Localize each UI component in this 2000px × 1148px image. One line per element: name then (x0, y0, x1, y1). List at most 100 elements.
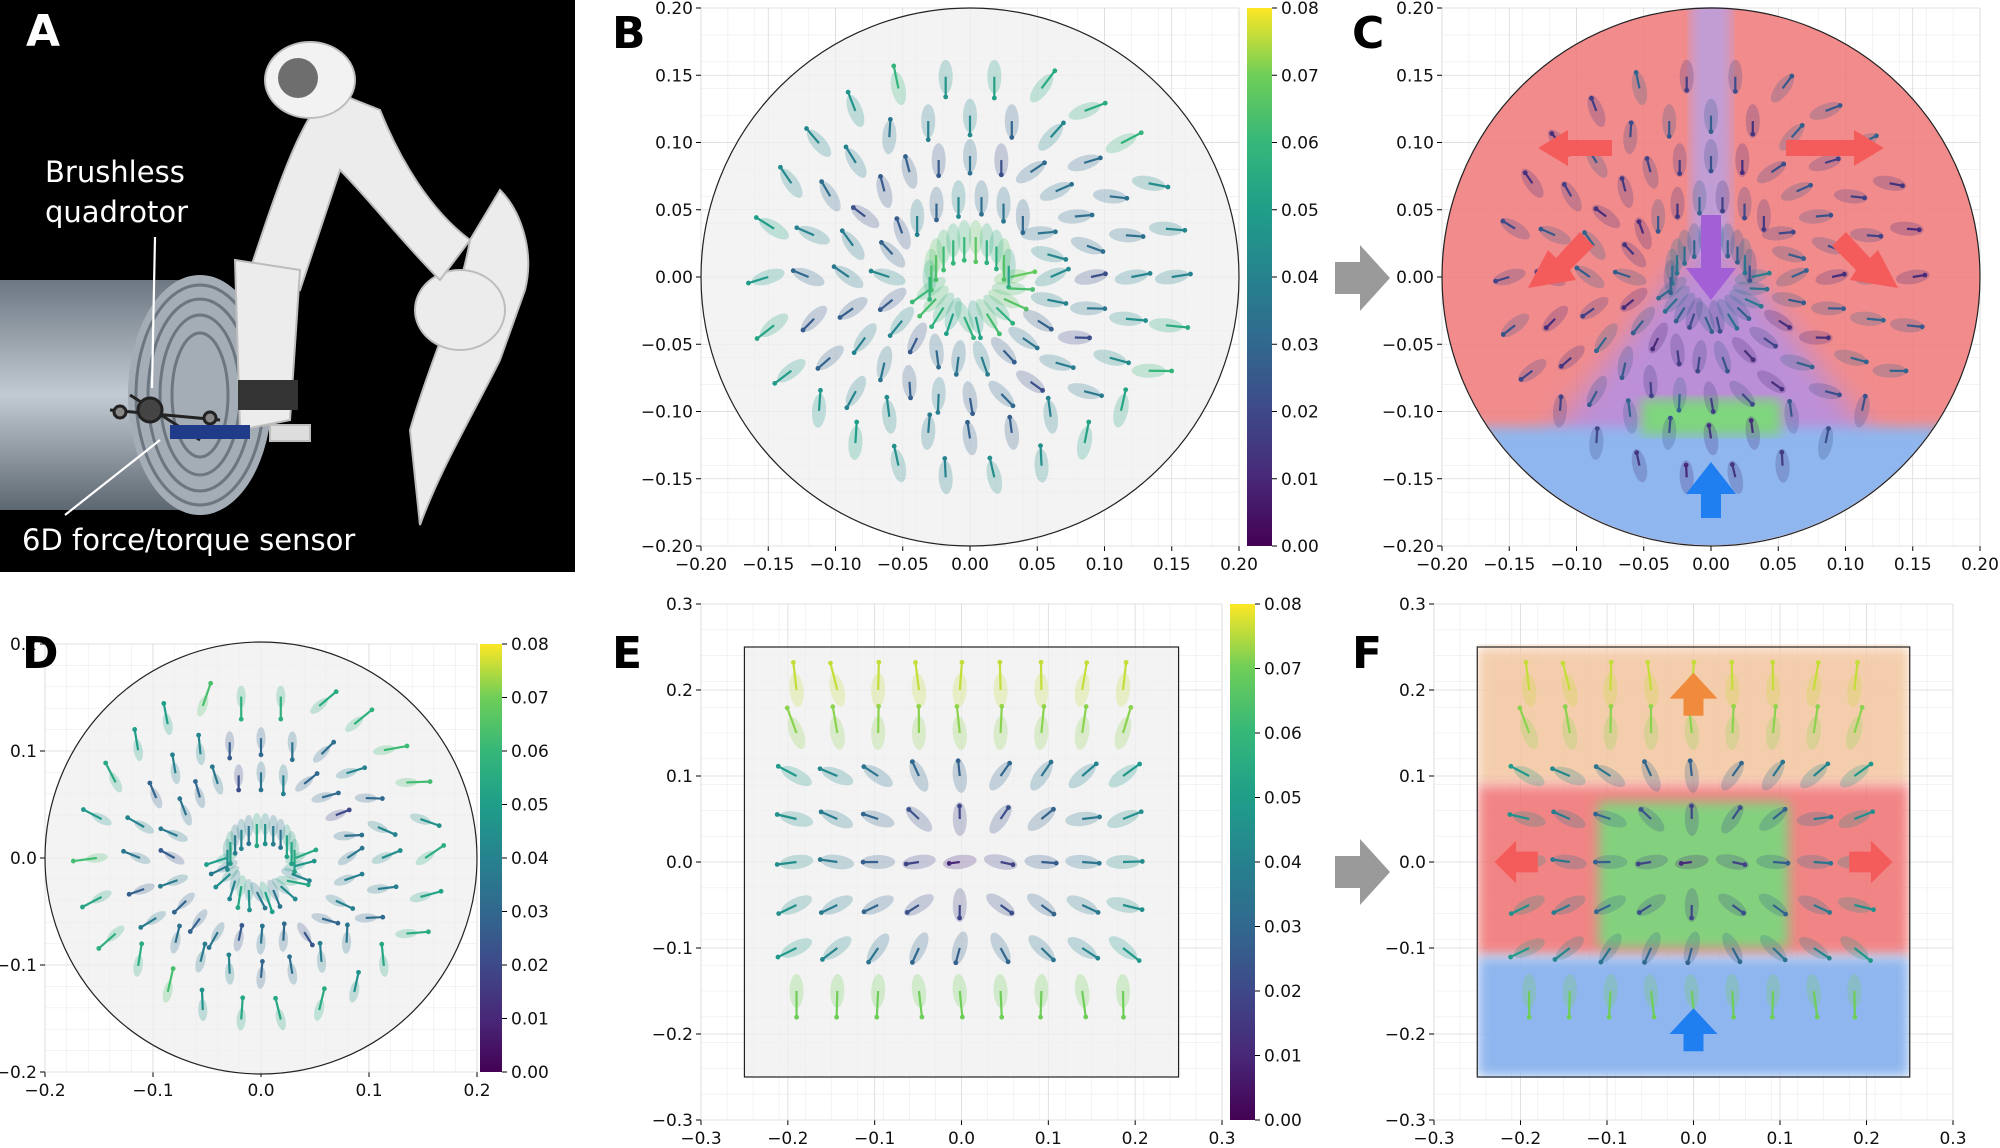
force-arrowhead (1612, 269, 1618, 275)
x-tick-label: 0.3 (1939, 1129, 1966, 1148)
force-arrowhead (860, 859, 866, 865)
force-arrowhead (170, 966, 176, 972)
x-tick-label: −0.2 (24, 1081, 65, 1101)
force-arrow (867, 947, 880, 963)
pipe-illustration (0, 275, 272, 515)
force-arrowhead (1042, 160, 1047, 166)
force-arrowhead (1023, 306, 1029, 312)
force-arrow (1772, 761, 1784, 777)
force-arrowhead (916, 703, 922, 709)
force-arrowhead (356, 969, 361, 975)
force-arrow (1008, 417, 1013, 434)
x-tick-label: −0.05 (1618, 555, 1670, 575)
force-arrow (148, 782, 158, 799)
force-arrowhead (1086, 419, 1092, 425)
force-arrow (945, 313, 955, 335)
force-arrow (1055, 361, 1074, 369)
force-arrowhead (845, 89, 851, 95)
force-arrowhead (946, 861, 952, 866)
colorbar-tick-label: 0.06 (1264, 724, 1302, 744)
force-arrowhead (1645, 660, 1651, 665)
force-arrowhead (1038, 443, 1043, 449)
force-arrow (160, 827, 178, 837)
force-arrowhead (1097, 155, 1103, 161)
force-arrow (1770, 163, 1785, 174)
force-arrowhead (345, 922, 350, 928)
quiver-field (1492, 59, 1930, 495)
force-arrow (1627, 400, 1632, 417)
force-arrowhead (1011, 359, 1017, 365)
force-arrow (821, 947, 838, 961)
force-arrow (1588, 390, 1598, 406)
force-arrowhead (284, 854, 290, 860)
x-tick-label: −0.20 (1416, 555, 1468, 575)
colorbar (1230, 604, 1255, 1120)
force-arrow (197, 735, 202, 755)
force-arrowhead (1673, 318, 1679, 324)
force-arrowhead (1558, 363, 1564, 369)
force-arrow (786, 707, 798, 734)
force-arrowhead (1717, 328, 1723, 334)
force-arrowhead (997, 659, 1003, 665)
colorbar (1247, 8, 1272, 546)
force-arrowhead (1087, 335, 1092, 341)
force-arrow (353, 708, 373, 726)
force-arrowhead (999, 703, 1005, 709)
force-arrowhead (978, 335, 983, 341)
force-arrow (1608, 990, 1612, 1018)
force-arrow (211, 766, 219, 785)
force-arrow (966, 422, 972, 439)
force-arrow (1771, 990, 1775, 1018)
force-arrow (863, 765, 879, 777)
region-arrow-left (1494, 840, 1538, 884)
force-arrow (1003, 297, 1027, 311)
force-arrow (1731, 706, 1735, 734)
force-arrowhead (1687, 758, 1693, 764)
force-arrowhead (1678, 861, 1684, 866)
force-arrow (1688, 313, 1696, 328)
force-arrow (1726, 313, 1738, 329)
force-arrow (1664, 298, 1678, 313)
force-arrowhead (1051, 911, 1057, 917)
force-arrowhead (815, 366, 821, 371)
force-arrowhead (1608, 703, 1614, 709)
force-arrowhead (1841, 306, 1847, 312)
photo-label-quadrotor-line1: Brushless (45, 155, 185, 189)
force-arrow (879, 298, 894, 311)
force-arrowhead (1009, 135, 1015, 140)
force-arrow (174, 925, 181, 943)
colorbar-tick-label: 0.02 (511, 956, 549, 976)
force-arrow (377, 885, 397, 891)
force-arrowhead (878, 173, 883, 179)
force-arrowhead (239, 923, 245, 928)
region-arrow-top (1669, 672, 1718, 716)
force-arrow (1689, 760, 1693, 777)
force-arrowhead (1587, 402, 1592, 408)
force-arrow (776, 813, 797, 821)
panel-label-c: C (1352, 8, 1384, 59)
force-arrow (968, 397, 974, 414)
force-arrowhead (1007, 760, 1013, 766)
force-arrowhead (147, 780, 153, 786)
y-tick-label: 0.05 (655, 201, 693, 221)
force-arrowhead (1685, 960, 1691, 966)
force-arrow (166, 968, 175, 993)
force-arrowhead (1592, 859, 1598, 865)
force-arrowhead (1783, 911, 1789, 917)
x-tick-label: −0.1 (132, 1081, 173, 1101)
force-arrowhead (1779, 449, 1785, 455)
force-arrow (1122, 903, 1143, 911)
force-arrowhead (1633, 70, 1639, 75)
annotation-lines (64, 236, 161, 516)
force-arrowhead (1764, 286, 1770, 292)
force-arrow (1109, 195, 1127, 200)
force-arrowhead (1566, 1014, 1572, 1020)
force-arrow (999, 762, 1011, 777)
force-arrowhead (125, 815, 131, 821)
force-arrowhead (380, 914, 386, 920)
force-arrow (1643, 761, 1653, 777)
force-arrowhead (1837, 392, 1842, 398)
force-arrow (1772, 808, 1786, 820)
force-arrow (877, 662, 880, 691)
force-arrowhead (957, 803, 962, 809)
